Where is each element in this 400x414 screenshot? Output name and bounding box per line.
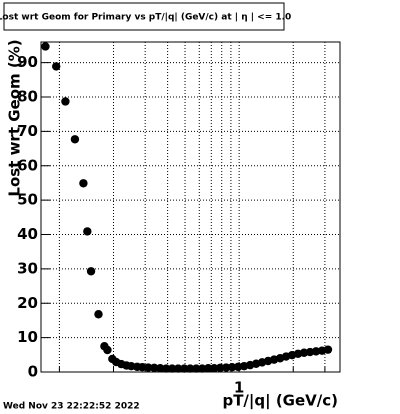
- point: [150, 363, 159, 373]
- point: [185, 364, 195, 373]
- point: [227, 362, 237, 372]
- y-axis-label: Lost wrt Geom (%): [6, 39, 24, 196]
- point: [215, 363, 225, 373]
- point: [94, 310, 103, 319]
- footer: Wed Nov 23 22:22:52 2022: [3, 402, 140, 412]
- point: [167, 364, 177, 373]
- y-tick-label: 20: [17, 294, 38, 312]
- y-tick-label: 50: [17, 191, 38, 209]
- point: [103, 345, 112, 355]
- point: [70, 135, 80, 144]
- point: [144, 363, 153, 372]
- point: [221, 363, 231, 372]
- point: [138, 362, 147, 372]
- plot-frame: [40, 41, 341, 373]
- y-tick-label: 40: [17, 225, 38, 243]
- point: [173, 364, 183, 373]
- point: [162, 364, 171, 373]
- point: [83, 227, 92, 236]
- point: [86, 267, 96, 276]
- point: [61, 97, 70, 106]
- point: [180, 364, 189, 373]
- y-tick-label: 90: [17, 53, 38, 71]
- point: [204, 364, 213, 373]
- point: [209, 364, 219, 373]
- point: [156, 364, 165, 373]
- point: [41, 42, 50, 51]
- x-tick-label: 1: [234, 379, 244, 397]
- y-tick-label: 10: [17, 328, 38, 346]
- y-tick-label: 80: [17, 88, 38, 106]
- y-tick-label: 70: [17, 122, 38, 140]
- point: [52, 62, 61, 71]
- point: [192, 364, 201, 373]
- y-tick-label: 30: [17, 259, 38, 277]
- y-tick-label: 0: [28, 363, 38, 381]
- title-box: [3, 2, 285, 31]
- point: [79, 179, 88, 188]
- point: [198, 364, 207, 373]
- chart-title: Lost wrt Geom for Primary vs pT/|q| (GeV…: [0, 13, 291, 23]
- y-tick-label: 60: [17, 156, 38, 174]
- x-axis-label: pT/|q| (GeV/c): [222, 392, 338, 411]
- point: [323, 345, 333, 354]
